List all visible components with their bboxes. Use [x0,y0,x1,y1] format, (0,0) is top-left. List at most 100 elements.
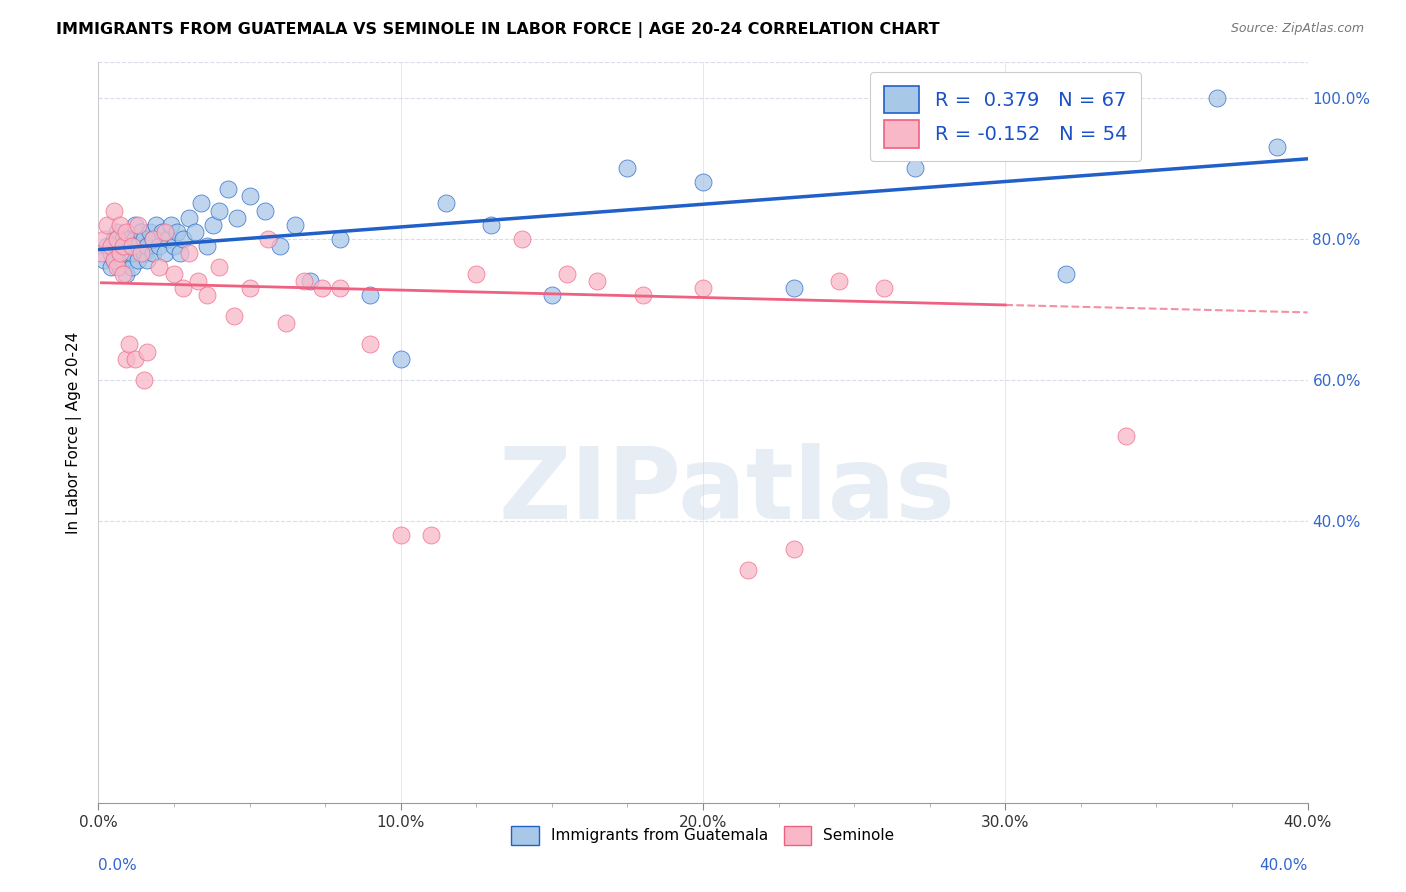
Point [108,260,131,274]
Point [169,245,191,260]
Point [360,288,382,302]
Point [783,541,806,556]
Point [1115,91,1137,105]
Point [156,232,179,246]
Point [389,528,412,542]
Point [163,239,186,253]
Point [111,232,134,246]
Point [114,351,136,366]
Point [118,337,141,351]
Point [100,239,122,253]
Point [90,245,112,260]
Point [555,267,578,281]
Point [105,239,128,253]
Point [226,211,249,225]
Point [631,288,654,302]
Point [150,225,173,239]
Point [239,281,262,295]
Point [311,281,333,295]
Point [103,203,125,218]
Point [360,337,382,351]
Point [208,260,231,274]
Text: IMMIGRANTS FROM GUATEMALA VS SEMINOLE IN LABOR FORCE | AGE 20-24 CORRELATION CHA: IMMIGRANTS FROM GUATEMALA VS SEMINOLE IN… [56,22,939,38]
Point [994,91,1017,105]
Point [172,232,194,246]
Point [329,281,352,295]
Point [153,245,176,260]
Point [135,239,157,253]
Point [292,274,315,288]
Point [828,274,851,288]
Point [108,245,131,260]
Point [118,245,141,260]
Point [135,344,157,359]
Point [692,281,714,295]
Point [481,218,503,232]
Y-axis label: In Labor Force | Age 20-24: In Labor Force | Age 20-24 [66,332,83,533]
Legend: Immigrants from Guatemala, Seminole: Immigrants from Guatemala, Seminole [505,820,901,851]
Point [269,239,291,253]
Point [124,218,146,232]
Point [105,232,128,246]
Point [127,239,149,253]
Point [160,218,183,232]
Point [111,239,134,253]
Point [100,260,122,274]
Point [111,252,134,267]
Point [389,351,412,366]
Point [127,218,149,232]
Point [163,267,186,281]
Point [179,211,201,225]
Point [111,267,134,281]
Point [208,203,231,218]
Point [934,91,956,105]
Point [108,218,131,232]
Point [153,225,176,239]
Point [148,260,170,274]
Point [329,232,352,246]
Point [586,274,609,288]
Point [239,189,262,203]
Point [103,252,125,267]
Point [103,232,125,246]
Point [737,563,759,577]
Point [105,225,128,239]
Point [103,252,125,267]
Point [274,316,297,330]
Point [202,218,225,232]
Point [132,232,155,246]
Point [179,245,201,260]
Point [132,373,155,387]
Point [1054,267,1077,281]
Point [284,218,307,232]
Text: 0.0%: 0.0% [98,858,138,873]
Point [142,232,165,246]
Point [873,281,896,295]
Point [299,274,322,288]
Point [127,252,149,267]
Point [1267,140,1289,154]
Point [420,528,443,542]
Text: 40.0%: 40.0% [1260,858,1308,873]
Point [118,232,141,246]
Point [114,239,136,253]
Point [121,239,143,253]
Point [108,245,131,260]
Point [1115,429,1137,443]
Point [124,351,146,366]
Point [96,239,118,253]
Point [142,245,165,260]
Point [166,225,188,239]
Point [124,232,146,246]
Point [904,161,927,176]
Point [100,245,122,260]
Point [184,225,207,239]
Point [114,225,136,239]
Point [195,288,218,302]
Point [1054,91,1077,105]
Point [217,182,239,196]
Point [135,252,157,267]
Point [129,225,152,239]
Point [145,218,167,232]
Point [195,239,218,253]
